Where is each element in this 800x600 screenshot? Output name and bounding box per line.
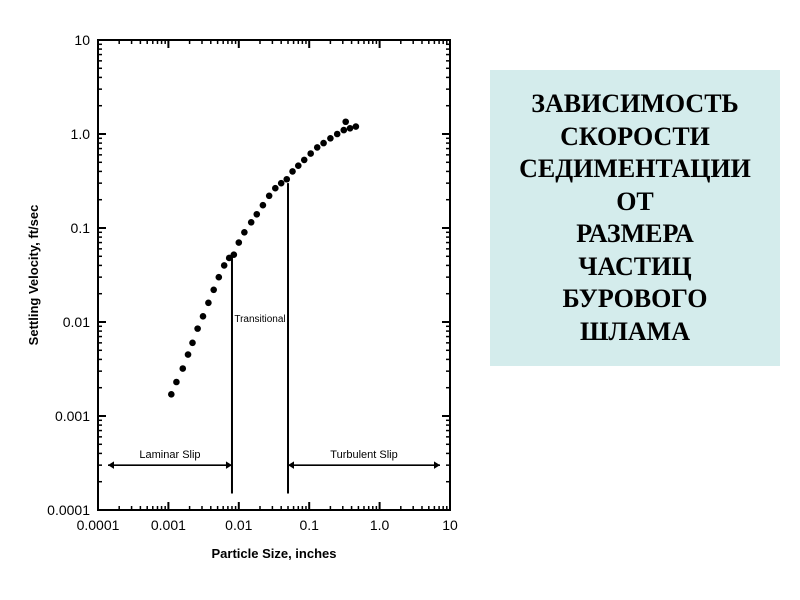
- data-point: [216, 274, 223, 281]
- data-point: [353, 123, 360, 130]
- y-tick-label: 0.0001: [47, 502, 90, 518]
- data-point: [307, 150, 314, 157]
- x-tick-label: 0.1: [299, 517, 319, 533]
- data-point: [205, 300, 212, 307]
- title-line: БУРОВОГО: [563, 284, 708, 313]
- data-point: [289, 168, 296, 175]
- title-line: СКОРОСТИ: [560, 122, 710, 151]
- title-line: ШЛАМА: [580, 317, 690, 346]
- y-tick-label: 0.1: [71, 220, 91, 236]
- title-line: РАЗМЕРА: [576, 219, 694, 248]
- data-point: [266, 193, 273, 200]
- data-point: [241, 229, 248, 236]
- data-point: [194, 325, 201, 332]
- x-tick-label: 10: [442, 517, 458, 533]
- data-point: [314, 144, 321, 151]
- title-panel: ЗАВИСИМОСТЬ СКОРОСТИ СЕДИМЕНТАЦИИ ОТ РАЗМЕРА…: [490, 70, 780, 366]
- plot-frame: [98, 40, 450, 510]
- arrow-head-icon: [434, 461, 440, 469]
- x-tick-label: 0.001: [151, 517, 186, 533]
- data-point: [340, 127, 347, 134]
- y-axis-label: Settling Velocity, ft/sec: [26, 205, 41, 346]
- data-point: [210, 287, 217, 294]
- data-point: [236, 239, 243, 246]
- y-tick-label: 10: [74, 32, 90, 48]
- data-point: [301, 157, 308, 164]
- chart-svg: 0.0001 0.001 0.01 0.1 1.0 10 0.0001 0.001 0.01 0.…: [10, 20, 470, 580]
- turbulent-label: Turbulent Slip: [330, 449, 397, 461]
- data-point: [221, 262, 228, 269]
- chart-area: 0.0001 0.001 0.01 0.1 1.0 10 0.0001 0.001 0.01 0.…: [10, 20, 470, 580]
- y-tick-label: 0.01: [63, 314, 90, 330]
- y-tick-label: 1.0: [71, 126, 91, 142]
- data-point: [327, 135, 334, 142]
- laminar-label: Laminar Slip: [139, 449, 200, 461]
- title-line: ОТ: [616, 187, 654, 216]
- data-point: [283, 176, 290, 183]
- title-line: ЧАСТИЦ: [578, 252, 691, 281]
- data-point: [179, 365, 186, 372]
- x-axis-label: Particle Size, inches: [211, 546, 336, 561]
- data-point: [189, 340, 196, 347]
- data-point: [278, 180, 285, 187]
- title-line: СЕДИМЕНТАЦИИ: [519, 154, 751, 183]
- arrow-head-icon: [108, 461, 114, 469]
- data-point: [347, 125, 354, 132]
- data-point: [248, 219, 255, 226]
- data-point: [253, 211, 260, 218]
- data-point: [320, 140, 327, 147]
- data-point: [200, 313, 207, 320]
- x-tick-label: 1.0: [370, 517, 390, 533]
- data-point: [185, 351, 192, 358]
- y-tick-label: 0.001: [55, 408, 90, 424]
- x-tick-label: 0.0001: [77, 517, 120, 533]
- data-point: [173, 379, 180, 386]
- title-line: ЗАВИСИМОСТЬ: [531, 89, 738, 118]
- x-tick-label: 0.01: [225, 517, 252, 533]
- transitional-label: Transitional: [234, 314, 285, 325]
- data-point: [168, 391, 175, 398]
- data-point: [272, 185, 279, 192]
- data-point: [260, 202, 267, 209]
- data-point: [295, 162, 302, 169]
- data-point: [342, 118, 349, 125]
- data-point: [334, 131, 341, 138]
